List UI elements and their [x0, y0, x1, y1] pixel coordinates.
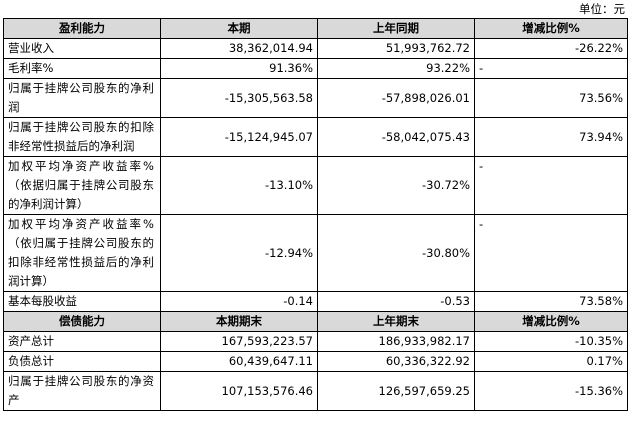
previous-value: 186,933,982.17	[317, 331, 475, 352]
previous-value: -58,042,075.43	[317, 117, 475, 157]
row-label: 基本每股收益	[3, 291, 161, 312]
current-value: 60,439,647.11	[160, 351, 318, 372]
table-row: 归属于挂牌公司股东的扣除非经常性损益后的净利润 -15,124,945.07 -…	[3, 117, 628, 157]
header-cell: 增减比例%	[474, 311, 628, 332]
header-cell: 上年期末	[317, 311, 475, 332]
table-row: 基本每股收益 -0.14 -0.53 73.58%	[3, 291, 628, 312]
current-value: -12.94%	[160, 214, 318, 292]
table-row: 资产总计 167,593,223.57 186,933,982.17 -10.3…	[3, 331, 628, 352]
row-label: 负债总计	[3, 351, 161, 372]
header-cell: 本期期末	[160, 311, 318, 332]
previous-value: 93.22%	[317, 58, 475, 79]
row-label: 归属于挂牌公司股东的扣除非经常性损益后的净利润	[3, 117, 161, 157]
table-row: 负债总计 60,439,647.11 60,336,322.92 0.17%	[3, 351, 628, 372]
header-cell: 偿债能力	[3, 311, 161, 332]
change-value: -26.22%	[474, 38, 628, 59]
previous-value: 60,336,322.92	[317, 351, 475, 372]
change-value: 73.94%	[474, 117, 628, 157]
table-row: 营业收入 38,362,014.94 51,993,762.72 -26.22%	[3, 38, 628, 59]
header-cell: 本期	[160, 18, 318, 39]
row-label: 营业收入	[3, 38, 161, 59]
header-cell: 盈利能力	[3, 18, 161, 39]
change-value: -	[474, 58, 628, 79]
previous-value: 51,993,762.72	[317, 38, 475, 59]
current-value: 91.36%	[160, 58, 318, 79]
change-value: -	[474, 214, 628, 292]
current-value: 38,362,014.94	[160, 38, 318, 59]
table-row: 归属于挂牌公司股东的净利润 -15,305,563.58 -57,898,026…	[3, 78, 628, 118]
financial-indicators-table: 盈利能力 本期 上年同期 增减比例% 营业收入 38,362,014.94 51…	[3, 18, 628, 411]
change-value: 73.58%	[474, 291, 628, 312]
current-value: -15,124,945.07	[160, 117, 318, 157]
row-label: 归属于挂牌公司股东的净利润	[3, 78, 161, 118]
current-value: -13.10%	[160, 156, 318, 215]
table-row: 加权平均净资产收益率%（依据归属于挂牌公司股东的净利润计算） -13.10% -…	[3, 156, 628, 215]
table-row: 加权平均净资产收益率%（依归属于挂牌公司股东的扣除非经常性损益后的净利润计算） …	[3, 214, 628, 292]
previous-value: -30.80%	[317, 214, 475, 292]
row-label: 归属于挂牌公司股东的净资产	[3, 371, 161, 411]
previous-value: -57,898,026.01	[317, 78, 475, 118]
row-label: 资产总计	[3, 331, 161, 352]
row-label: 加权平均净资产收益率%（依归属于挂牌公司股东的扣除非经常性损益后的净利润计算）	[3, 214, 161, 292]
unit-label: 单位：元	[579, 2, 625, 16]
change-value: 0.17%	[474, 351, 628, 372]
current-value: 167,593,223.57	[160, 331, 318, 352]
current-value: -0.14	[160, 291, 318, 312]
profit-header-row: 盈利能力 本期 上年同期 增减比例%	[3, 18, 628, 39]
change-value: -	[474, 156, 628, 215]
table-row: 归属于挂牌公司股东的净资产 107,153,576.46 126,597,659…	[3, 371, 628, 411]
previous-value: -30.72%	[317, 156, 475, 215]
header-cell: 增减比例%	[474, 18, 628, 39]
solvency-header-row: 偿债能力 本期期末 上年期末 增减比例%	[3, 311, 628, 332]
row-label: 加权平均净资产收益率%（依据归属于挂牌公司股东的净利润计算）	[3, 156, 161, 215]
change-value: 73.56%	[474, 78, 628, 118]
table-row: 毛利率% 91.36% 93.22% -	[3, 58, 628, 79]
row-label: 毛利率%	[3, 58, 161, 79]
current-value: -15,305,563.58	[160, 78, 318, 118]
previous-value: 126,597,659.25	[317, 371, 475, 411]
header-cell: 上年同期	[317, 18, 475, 39]
previous-value: -0.53	[317, 291, 475, 312]
current-value: 107,153,576.46	[160, 371, 318, 411]
change-value: -15.36%	[474, 371, 628, 411]
change-value: -10.35%	[474, 331, 628, 352]
